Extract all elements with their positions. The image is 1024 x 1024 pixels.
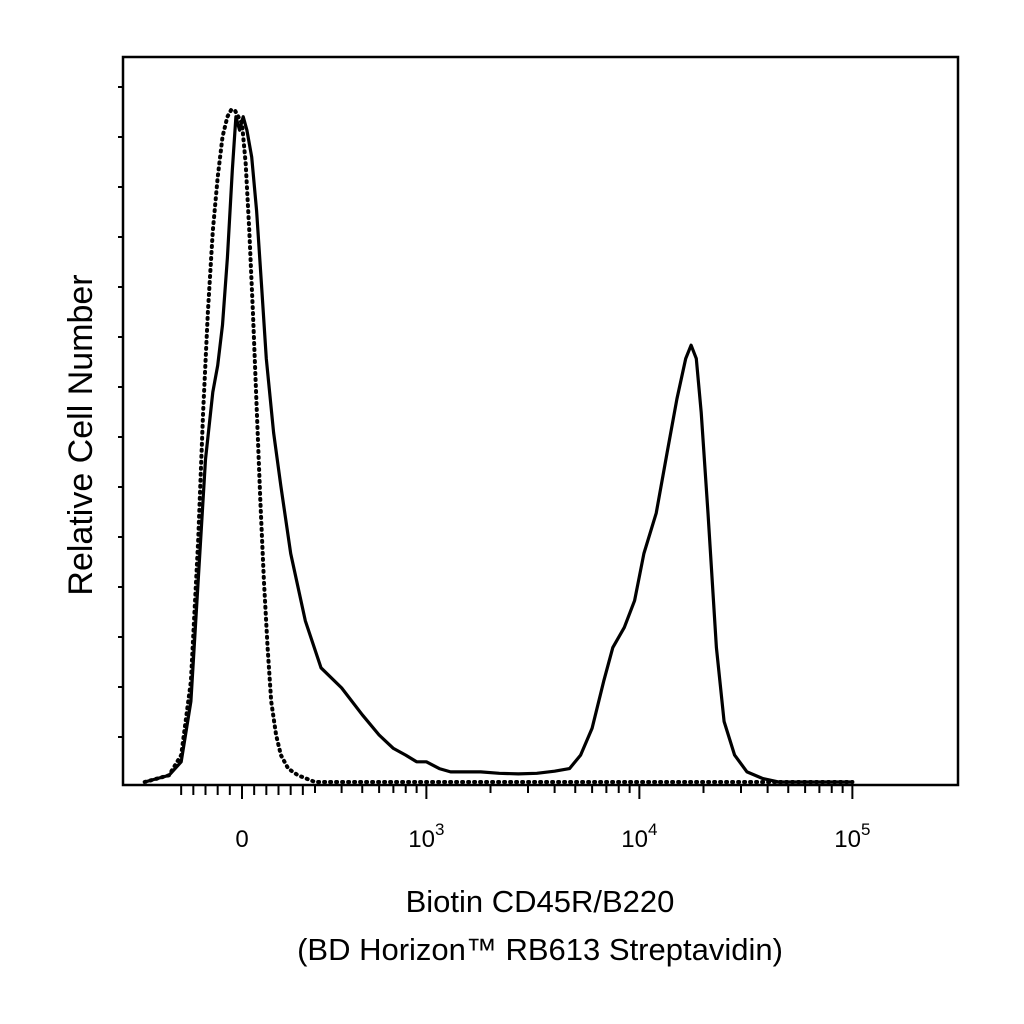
series-stained-solid-line xyxy=(143,115,854,784)
x-tick-label: 103 xyxy=(408,820,444,853)
y-axis-ticks xyxy=(118,86,123,738)
x-tick-label: 104 xyxy=(621,820,657,853)
x-axis-label-line1: Biotin CD45R/B220 xyxy=(406,884,675,919)
plot-frame xyxy=(121,55,960,787)
x-axis-label-line2: (BD Horizon™ RB613 Streptavidin) xyxy=(297,932,783,967)
series-control-dotted-line xyxy=(142,108,855,784)
x-axis-ticks xyxy=(180,785,854,799)
x-tick-labels: 0 103 104 105 xyxy=(235,820,870,853)
x-tick-label: 105 xyxy=(834,820,870,853)
series-layer xyxy=(142,108,855,784)
y-axis-label: Relative Cell Number xyxy=(62,274,100,595)
x-tick-label: 0 xyxy=(235,826,248,853)
